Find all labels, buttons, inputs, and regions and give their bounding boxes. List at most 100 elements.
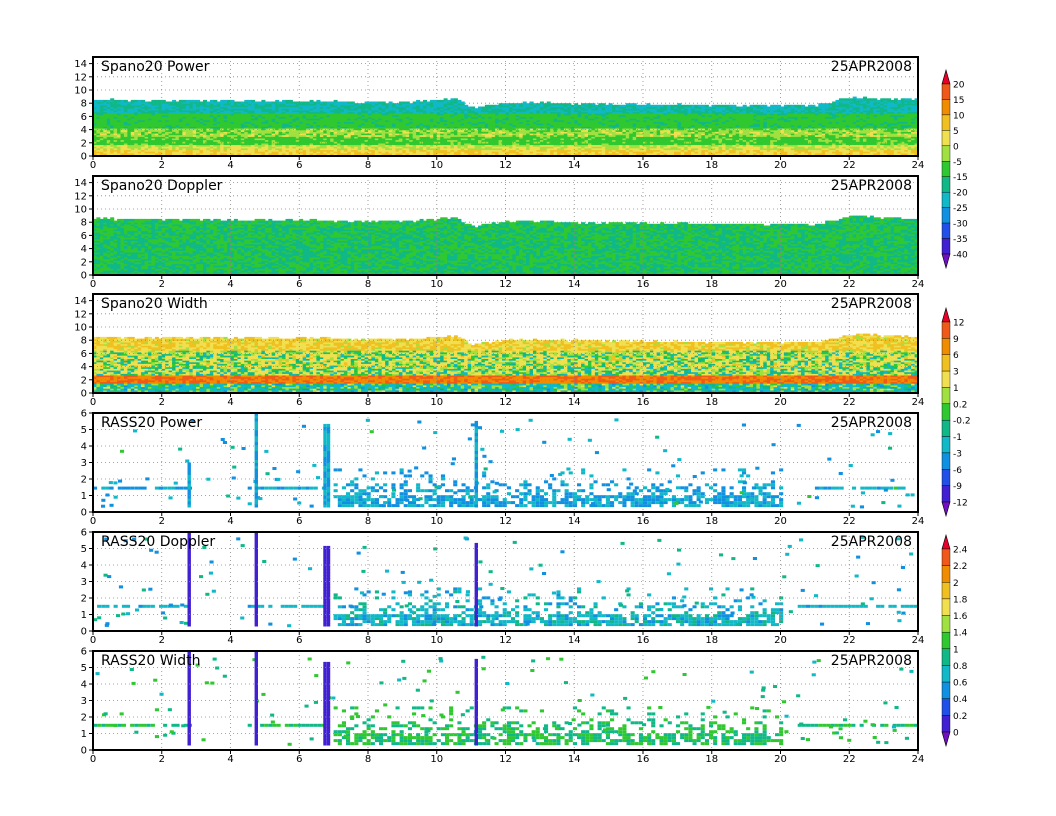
data-cell: [474, 114, 479, 118]
data-cell: [285, 137, 290, 141]
data-cell: [278, 139, 283, 142]
data-cell: [395, 123, 400, 126]
data-cell: [378, 142, 383, 146]
data-cell: [295, 126, 300, 129]
data-cell: [512, 129, 517, 132]
data-cell: [574, 139, 579, 142]
data-cell: [227, 103, 232, 106]
data-cell: [134, 141, 139, 144]
data-cell: [244, 104, 249, 108]
data-cell: [395, 131, 400, 134]
data-cell: [416, 129, 421, 132]
data-cell: [251, 121, 256, 124]
data-cell: [237, 152, 242, 155]
data-cell: [302, 139, 307, 142]
data-cell: [271, 142, 276, 146]
data-cell: [526, 121, 531, 124]
data-cell: [178, 108, 183, 111]
data-cell: [151, 114, 156, 118]
data-cell: [460, 104, 465, 108]
data-cell: [443, 123, 448, 126]
data-cell: [299, 108, 304, 111]
data-cell: [577, 118, 582, 121]
data-cell: [343, 123, 348, 126]
data-cell: [433, 104, 438, 108]
data-cell: [288, 116, 293, 119]
data-cell: [220, 139, 225, 142]
data-cell: [340, 101, 345, 104]
data-cell: [588, 142, 592, 146]
data-cell: [409, 126, 414, 129]
data-cell: [395, 144, 400, 147]
data-cell: [251, 126, 256, 129]
data-cell: [251, 134, 256, 137]
data-cell: [282, 128, 287, 131]
data-cell: [594, 123, 599, 126]
data-cell: [96, 121, 101, 124]
data-cell: [158, 141, 163, 144]
data-cell: [333, 129, 338, 132]
data-cell: [460, 149, 465, 152]
data-cell: [251, 128, 256, 131]
data-cell: [106, 104, 111, 108]
data-cell: [185, 123, 190, 126]
data-cell: [117, 109, 122, 113]
data-cell: [172, 118, 177, 121]
data-cell: [185, 151, 190, 154]
data-cell: [502, 109, 507, 113]
data-cell: [350, 146, 355, 149]
data-cell: [213, 123, 218, 126]
data-cell: [189, 128, 194, 131]
data-cell: [484, 129, 489, 132]
data-cell: [127, 129, 132, 132]
data-cell: [557, 139, 562, 142]
data-cell: [189, 114, 194, 118]
data-cell: [371, 118, 376, 121]
data-cell: [309, 99, 314, 103]
data-cell: [567, 132, 572, 136]
data-cell: [574, 103, 579, 106]
data-cell: [271, 144, 276, 147]
data-cell: [120, 132, 125, 136]
data-cell: [96, 152, 101, 155]
data-cell: [230, 124, 235, 127]
data-cell: [453, 151, 458, 154]
data-cell: [216, 144, 221, 147]
data-cell: [240, 109, 245, 113]
data-cell: [233, 113, 238, 116]
data-cell: [206, 126, 211, 129]
data-cell: [254, 147, 259, 151]
data-cell: [436, 142, 441, 146]
data-cell: [536, 118, 541, 121]
data-cell: [381, 121, 386, 124]
data-cell: [588, 109, 592, 113]
data-cell: [110, 119, 115, 122]
data-cell: [168, 109, 173, 113]
data-cell: [385, 114, 390, 118]
data-cell: [447, 131, 452, 134]
data-cell: [588, 134, 592, 137]
data-cell: [306, 139, 311, 142]
data-cell: [354, 108, 359, 111]
data-cell: [309, 124, 314, 127]
data-cell: [594, 108, 599, 111]
data-cell: [106, 128, 111, 131]
data-cell: [505, 149, 510, 152]
data-cell: [502, 149, 507, 152]
data-cell: [209, 126, 214, 129]
data-cell: [467, 142, 472, 146]
data-cell: [474, 146, 479, 149]
data-cell: [374, 149, 379, 152]
data-cell: [130, 123, 135, 126]
data-cell: [154, 136, 159, 139]
data-cell: [168, 101, 173, 104]
data-cell: [605, 131, 610, 134]
data-cell: [237, 128, 242, 131]
data-cell: [560, 152, 565, 155]
data-cell: [512, 108, 517, 111]
data-cell: [447, 151, 452, 154]
data-cell: [161, 106, 166, 109]
data-cell: [96, 137, 101, 141]
data-cell: [316, 99, 321, 103]
data-cell: [233, 128, 238, 131]
